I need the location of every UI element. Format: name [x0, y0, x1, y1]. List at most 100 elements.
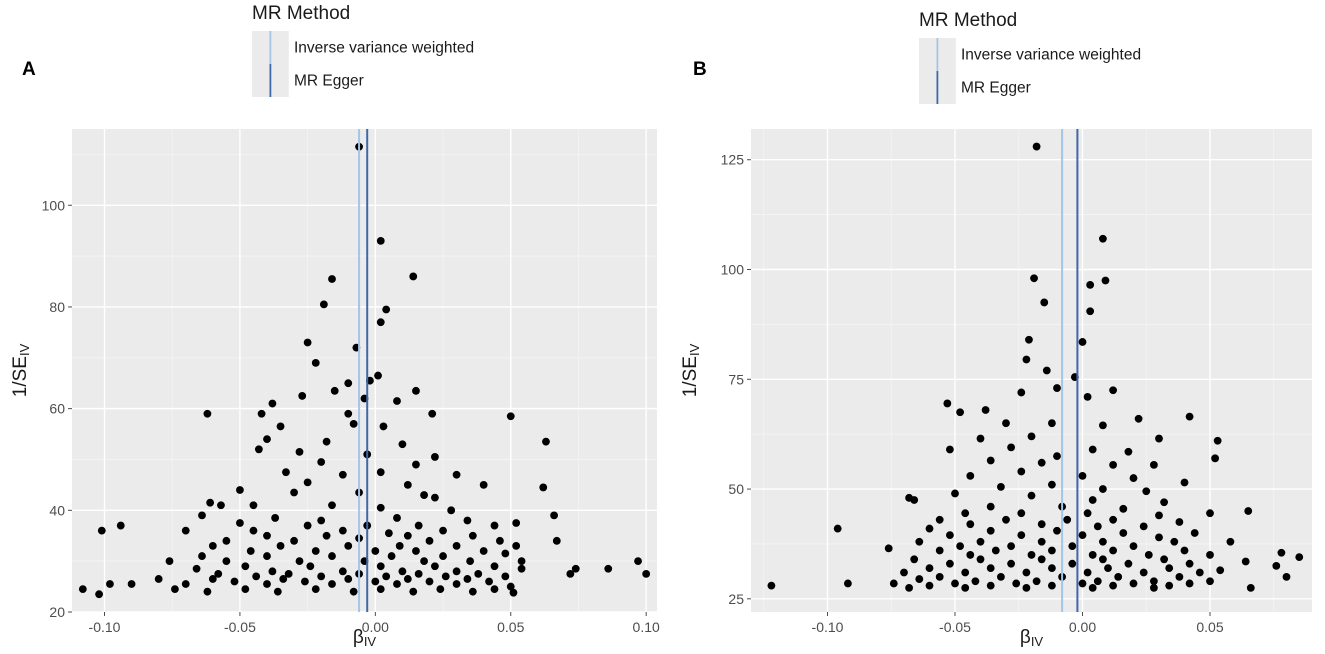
data-point — [1175, 572, 1184, 581]
data-point — [1165, 564, 1174, 572]
data-point — [767, 581, 776, 590]
data-point — [1053, 526, 1061, 535]
data-point — [393, 514, 401, 522]
data-point — [512, 542, 521, 550]
data-point — [946, 531, 954, 540]
data-point — [1211, 454, 1219, 463]
data-point — [1088, 551, 1097, 559]
data-point — [1170, 537, 1179, 546]
data-point — [1068, 559, 1077, 568]
data-point — [106, 580, 114, 588]
data-point — [1109, 386, 1117, 395]
data-point — [192, 564, 201, 573]
data-point — [1032, 577, 1041, 586]
data-point — [452, 470, 461, 479]
plot-background — [72, 129, 657, 612]
data-point — [303, 478, 312, 487]
data-point — [1134, 414, 1143, 423]
data-point — [571, 564, 580, 573]
data-point — [925, 581, 934, 590]
data-point — [997, 572, 1005, 581]
y-tick-label: 60 — [49, 401, 65, 417]
legend-title: MR Method — [919, 10, 1017, 31]
data-point — [338, 567, 347, 576]
data-point — [198, 511, 206, 520]
data-point — [986, 564, 995, 572]
data-point — [97, 526, 106, 535]
data-point — [1078, 471, 1087, 480]
data-point — [1216, 566, 1225, 575]
data-point — [905, 583, 913, 592]
data-point — [1083, 509, 1092, 518]
x-tick-label: -0.10 — [812, 619, 844, 635]
data-point — [431, 453, 439, 461]
x-tick-label: 0.10 — [633, 619, 660, 635]
data-point — [1083, 392, 1092, 401]
data-point — [317, 458, 326, 466]
data-point — [956, 408, 964, 417]
data-point — [550, 511, 558, 520]
data-point — [414, 521, 423, 530]
data-point — [241, 585, 250, 594]
data-point — [1099, 234, 1107, 243]
data-point — [966, 551, 975, 559]
data-point — [395, 542, 404, 550]
data-point — [844, 579, 852, 588]
data-point — [317, 516, 326, 525]
x-axis-title: βIV — [353, 627, 377, 649]
data-point — [1206, 551, 1214, 559]
data-point — [290, 488, 298, 497]
data-point — [412, 460, 420, 469]
data-point — [1139, 522, 1148, 531]
data-point — [1155, 533, 1163, 542]
data-point — [206, 498, 215, 507]
data-point — [271, 514, 280, 522]
data-point — [376, 585, 385, 594]
data-point — [517, 564, 526, 573]
data-point — [222, 557, 231, 566]
y-tick-label: 50 — [728, 481, 744, 497]
data-point — [997, 482, 1005, 491]
panel-b: B MR Method Inverse variance weighted MR Eg… — [680, 10, 1312, 649]
data-point — [452, 567, 461, 576]
data-point — [263, 531, 271, 540]
data-point — [1002, 515, 1010, 524]
data-points — [78, 142, 651, 599]
data-point — [910, 496, 919, 504]
data-point — [249, 526, 258, 535]
data-point — [1022, 568, 1031, 577]
data-point — [428, 409, 437, 418]
data-point — [539, 483, 548, 492]
data-point — [328, 275, 336, 283]
data-point — [1295, 553, 1304, 562]
data-point — [222, 536, 231, 545]
data-point — [409, 587, 418, 596]
legend-entry-label: Inverse variance weighted — [961, 47, 1141, 64]
y-tick-label: 20 — [49, 604, 65, 620]
data-point — [1088, 583, 1097, 592]
data-point — [303, 521, 312, 530]
data-point — [338, 470, 347, 479]
data-point — [1027, 432, 1036, 441]
data-point — [439, 526, 447, 535]
data-point — [349, 587, 358, 596]
data-point — [1206, 509, 1214, 518]
data-point — [1078, 579, 1087, 588]
data-point — [1142, 487, 1151, 496]
data-point — [1007, 559, 1015, 568]
data-point — [986, 581, 995, 590]
data-point — [379, 422, 388, 431]
data-point — [1104, 564, 1112, 572]
data-point — [833, 524, 842, 533]
y-tick-label: 25 — [728, 591, 744, 607]
data-point — [1129, 579, 1138, 588]
legend-entry-label: MR Egger — [961, 80, 1031, 97]
legend: MR Method Inverse variance weighted MR Egg… — [252, 3, 474, 97]
data-point — [1022, 355, 1031, 364]
data-point — [961, 583, 970, 592]
data-point — [1088, 445, 1097, 454]
data-point — [1129, 542, 1138, 551]
legend: MR Method Inverse variance weighted MR Egg… — [919, 10, 1141, 104]
data-point — [1048, 581, 1056, 590]
